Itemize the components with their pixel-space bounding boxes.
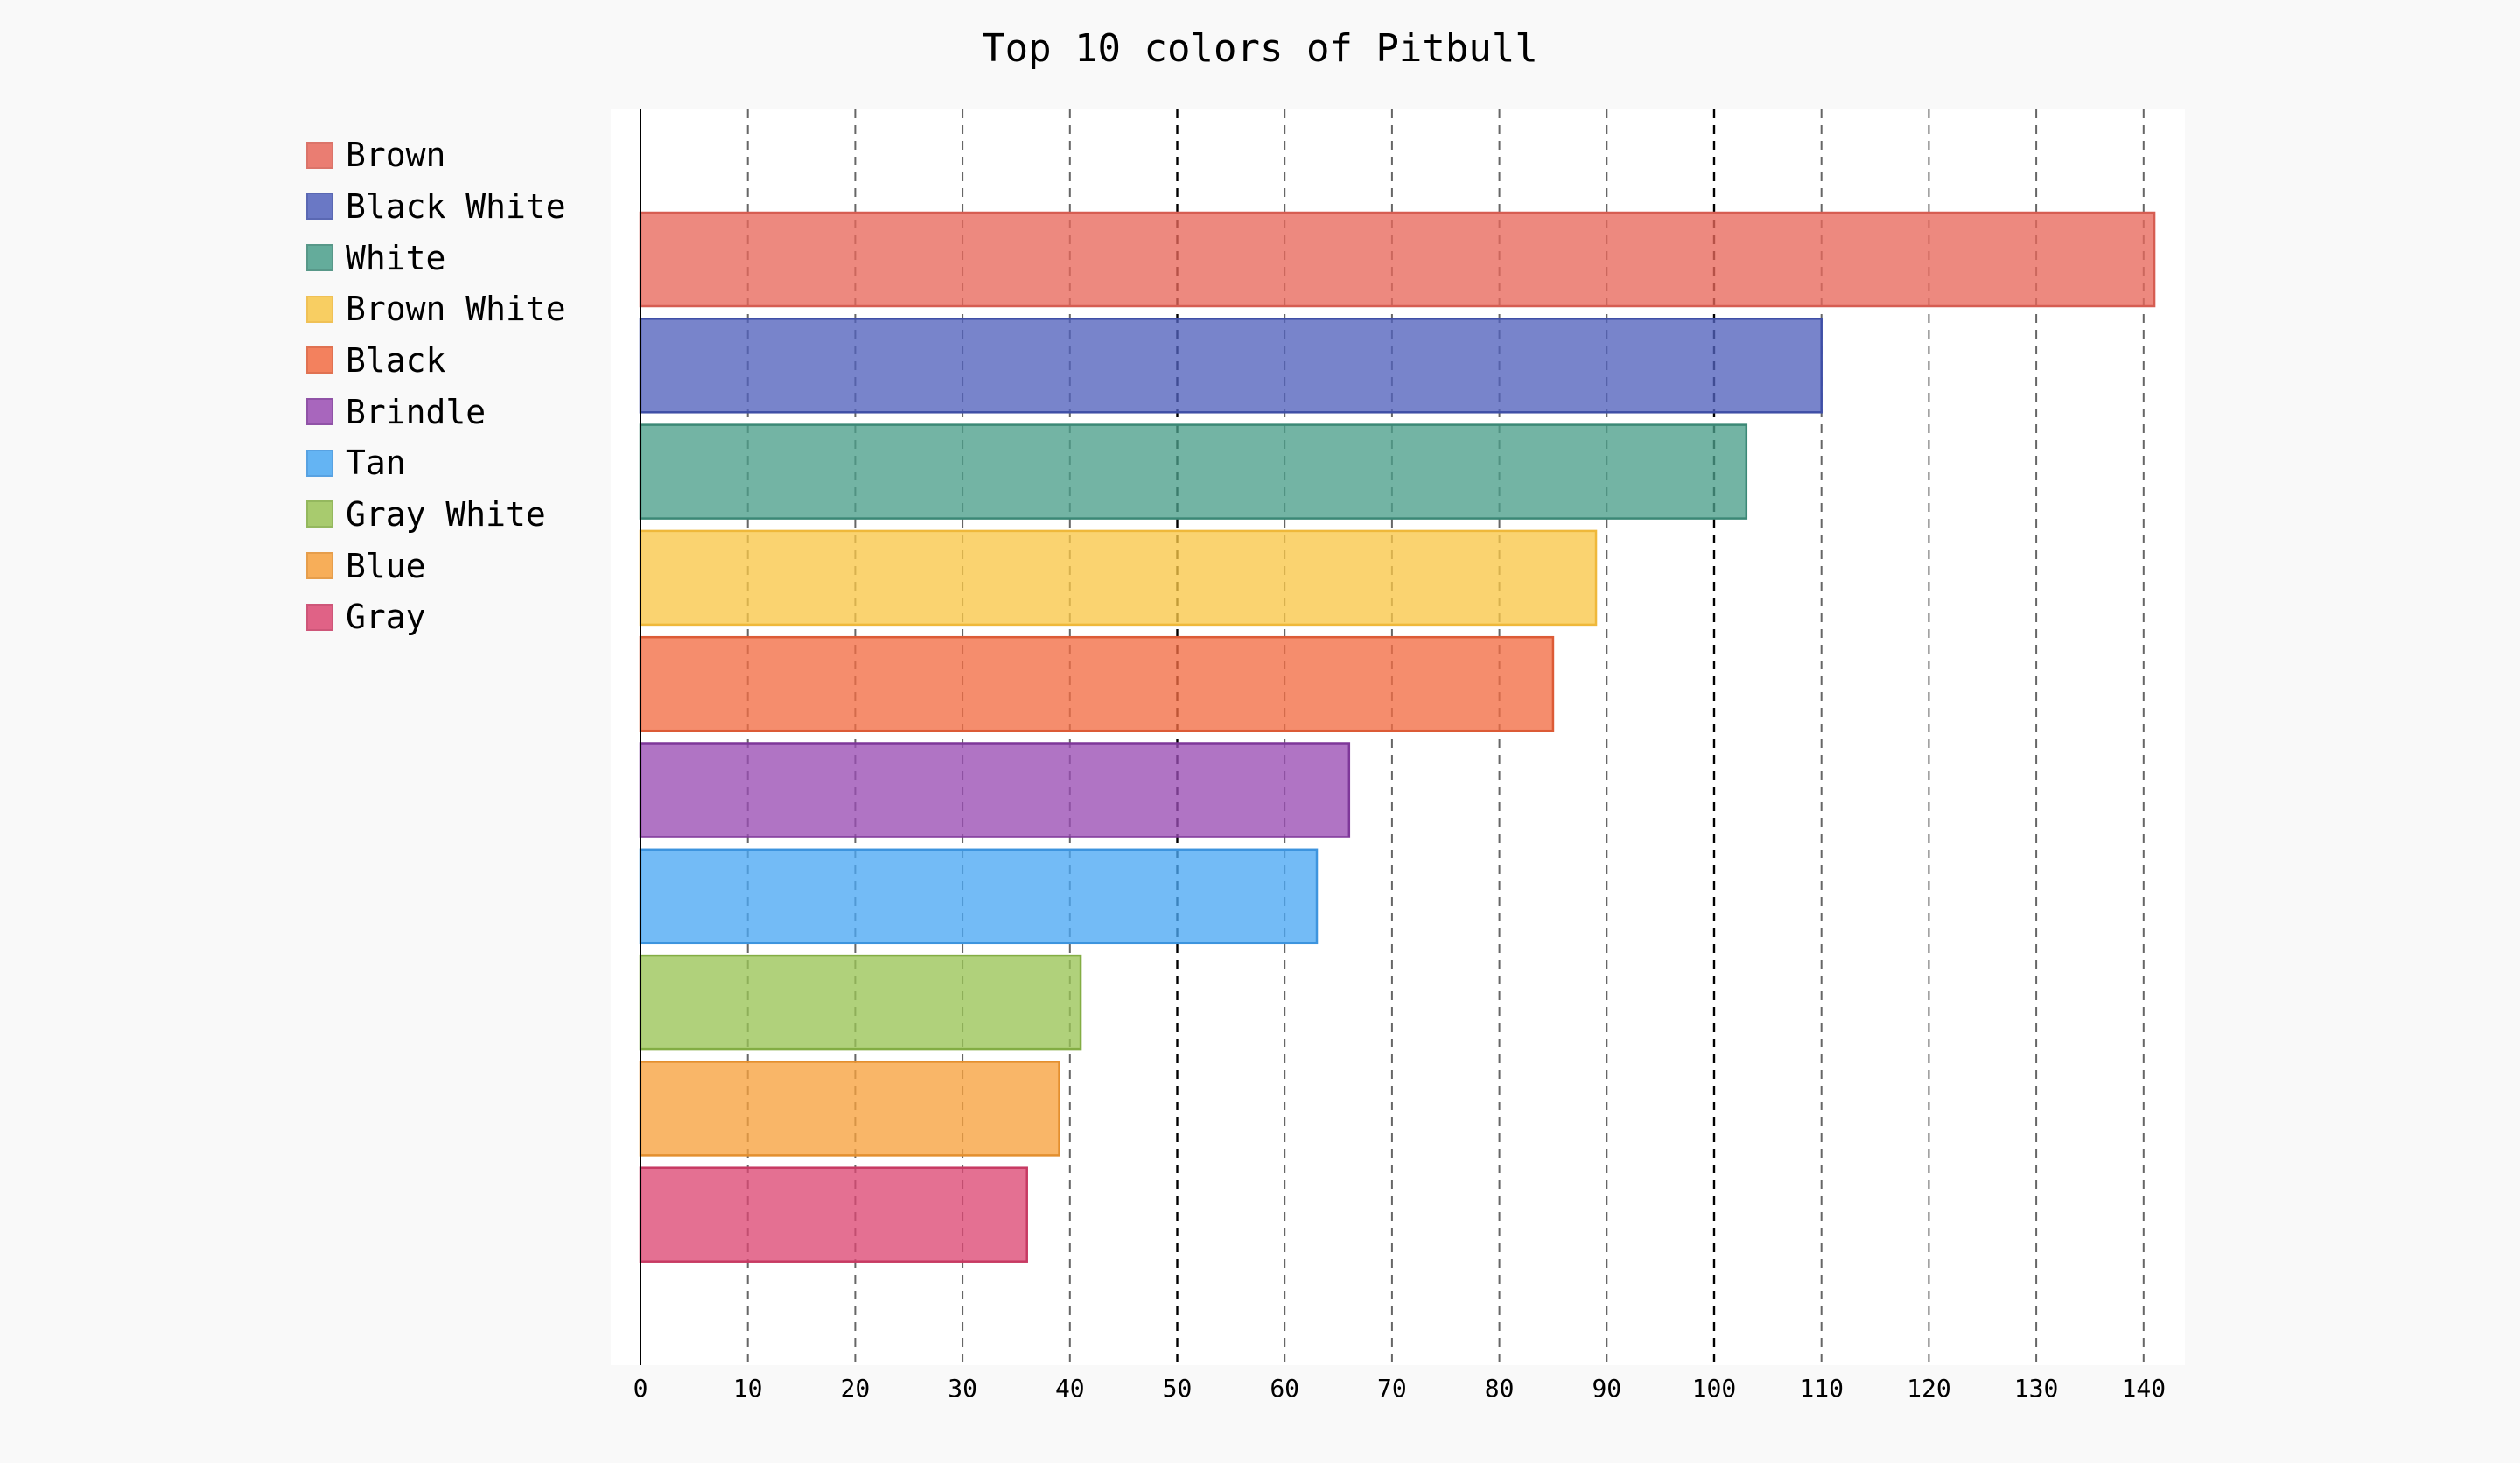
legend-label-blue: Blue (346, 546, 426, 585)
x-tick-label-140: 140 (2122, 1374, 2166, 1403)
legend-swatch-black-white (306, 192, 333, 220)
legend-swatch-brown (306, 141, 333, 169)
legend-item-brown: Brown (306, 130, 604, 181)
legend-item-white: White (306, 232, 604, 284)
x-tick-label-0: 0 (634, 1374, 648, 1403)
legend-label-white: White (346, 238, 446, 277)
legend-item-gray: Gray (306, 592, 604, 643)
legend: Brown Black White White Brown White Black Bri… (306, 130, 604, 643)
x-tick-label-90: 90 (1592, 1374, 1621, 1403)
x-tick-label-70: 70 (1377, 1374, 1407, 1403)
x-tick-labels: 0 10 20 30 40 50 60 70 80 90 100 110 120 130 140 (634, 1374, 2166, 1403)
legend-item-tan: Tan (306, 438, 604, 489)
legend-swatch-tan (306, 449, 333, 477)
bar-blue (639, 1060, 1060, 1157)
x-tick-label-20: 20 (841, 1374, 871, 1403)
legend-label-black-white: Black White (346, 186, 566, 226)
legend-label-brown: Brown (346, 136, 446, 175)
bar-black-white (639, 318, 1823, 414)
x-tick-label-80: 80 (1485, 1374, 1515, 1403)
legend-label-brindle: Brindle (346, 392, 486, 431)
legend-swatch-white (306, 244, 333, 272)
bar-gray (639, 1166, 1028, 1263)
x-tick-label-30: 30 (948, 1374, 977, 1403)
x-tick-label-100: 100 (1692, 1374, 1737, 1403)
bar-brindle (639, 742, 1351, 838)
x-tick-label-50: 50 (1163, 1374, 1193, 1403)
legend-item-blue: Blue (306, 540, 604, 592)
bar-gray-white (639, 954, 1082, 1051)
x-tick-label-130: 130 (2014, 1374, 2059, 1403)
legend-swatch-brown-white (306, 295, 333, 323)
x-tick-label-110: 110 (1799, 1374, 1844, 1403)
legend-label-gray: Gray (346, 598, 426, 637)
bar-brown (639, 211, 2156, 308)
bar-white (639, 424, 1748, 520)
bar-tan (639, 848, 1319, 945)
legend-swatch-black (306, 346, 333, 374)
legend-item-black: Black (306, 335, 604, 387)
legend-label-tan: Tan (346, 444, 406, 483)
legend-swatch-gray (306, 603, 333, 631)
chart-title: Top 10 colors of Pitbull (982, 26, 1538, 71)
legend-label-brown-white: Brown White (346, 290, 566, 329)
legend-item-black-white: Black White (306, 181, 604, 233)
legend-item-gray-white: Gray White (306, 489, 604, 541)
legend-label-gray-white: Gray White (346, 494, 546, 534)
x-tick-label-60: 60 (1270, 1374, 1299, 1403)
bar-brown-white (639, 529, 1598, 626)
legend-label-black: Black (346, 340, 446, 380)
legend-swatch-brindle (306, 398, 333, 426)
legend-swatch-gray-white (306, 500, 333, 528)
bars (639, 211, 2156, 1263)
legend-item-brindle: Brindle (306, 386, 604, 438)
x-tick-label-40: 40 (1055, 1374, 1085, 1403)
x-tick-label-10: 10 (733, 1374, 763, 1403)
bar-black (639, 635, 1555, 732)
x-tick-label-120: 120 (1907, 1374, 1951, 1403)
legend-swatch-blue (306, 552, 333, 580)
legend-item-brown-white: Brown White (306, 284, 604, 335)
